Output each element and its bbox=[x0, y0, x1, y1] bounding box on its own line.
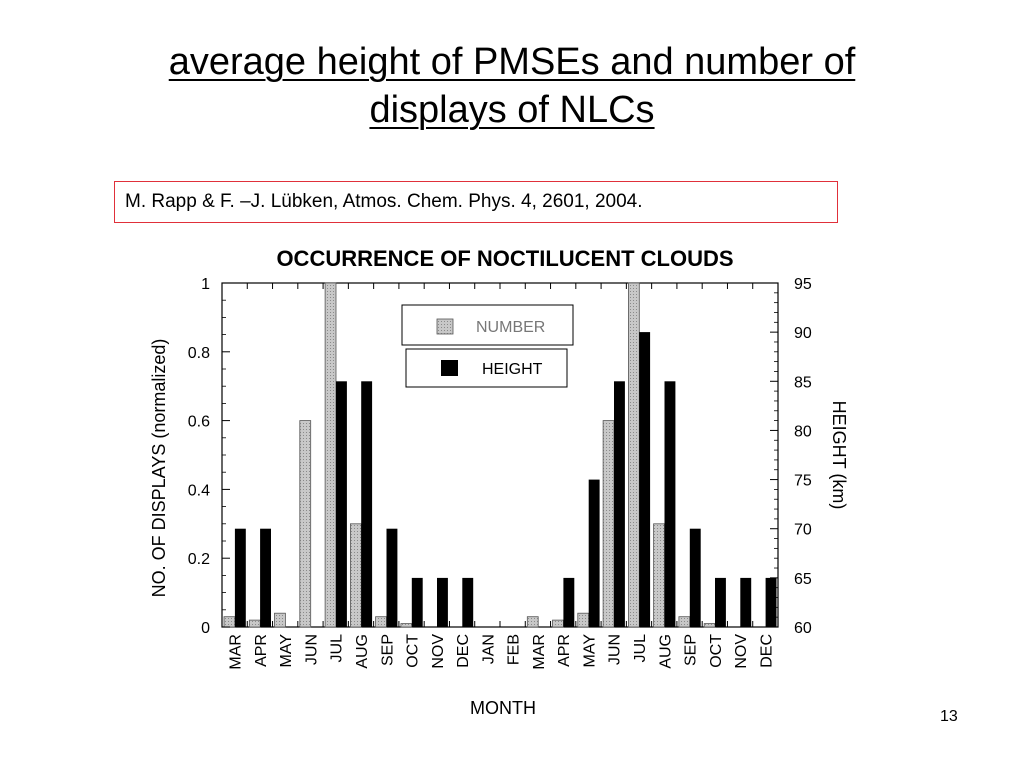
y2-tick-label-3: 75 bbox=[794, 473, 812, 490]
bar-number-14 bbox=[577, 612, 590, 628]
bar-number-1 bbox=[248, 619, 261, 628]
y-tick-label-5: 1 bbox=[201, 276, 210, 293]
bar-height-18 bbox=[689, 528, 701, 627]
bar-number-18 bbox=[678, 616, 691, 628]
legend-number-swatch bbox=[436, 318, 454, 335]
y2-tick-label-5: 85 bbox=[794, 374, 812, 391]
bar-number-13 bbox=[552, 619, 564, 628]
y2-tick-label-2: 70 bbox=[794, 522, 812, 539]
legend-number-box bbox=[401, 304, 574, 346]
bar-height-19 bbox=[715, 577, 726, 627]
y2-tick-label-1: 65 bbox=[794, 571, 812, 588]
slide-number: 13 bbox=[940, 708, 958, 725]
x-tick-label-10: JAN bbox=[480, 634, 497, 664]
bar-height-9 bbox=[462, 577, 474, 627]
y2-tick-label-7: 95 bbox=[794, 276, 812, 293]
x-tick-label-21: DEC bbox=[758, 634, 775, 668]
x-tick-label-0: MAR bbox=[228, 634, 245, 670]
bar-number-3 bbox=[299, 420, 312, 628]
x-tick-label-17: AUG bbox=[657, 634, 674, 669]
bar-height-8 bbox=[437, 577, 448, 627]
bar-number-12 bbox=[526, 616, 539, 628]
y-tick-label-3: 0.6 bbox=[188, 414, 210, 431]
bar-height-17 bbox=[664, 381, 676, 627]
y2-tick-label-4: 80 bbox=[794, 423, 812, 440]
x-tick-label-14: MAY bbox=[582, 634, 599, 668]
y-tick-label-1: 0.2 bbox=[188, 551, 210, 568]
x-tick-label-11: FEB bbox=[506, 634, 523, 665]
bar-number-7 bbox=[400, 623, 413, 628]
x-tick-label-2: MAY bbox=[278, 634, 295, 668]
x-tick-label-20: NOV bbox=[733, 634, 750, 669]
bar-number-0 bbox=[223, 616, 236, 628]
x-tick-label-8: NOV bbox=[430, 634, 447, 669]
y2-axis-label: HEIGHT (km) bbox=[829, 401, 849, 510]
y-tick-label-0: 0 bbox=[201, 620, 210, 637]
bar-number-5 bbox=[349, 523, 362, 628]
y2-tick-label-0: 60 bbox=[794, 620, 812, 637]
x-tick-label-1: APR bbox=[253, 634, 270, 667]
slide-title-line2: displays of NLCs bbox=[369, 89, 655, 131]
legend-number-label: NUMBER bbox=[476, 319, 545, 336]
bar-number-6 bbox=[375, 616, 387, 628]
x-tick-label-3: JUN bbox=[304, 634, 321, 665]
x-tick-label-7: OCT bbox=[405, 634, 422, 668]
y2-tick-label-6: 90 bbox=[794, 325, 812, 342]
slide-title-line1: average height of PMSEs and number of bbox=[168, 41, 856, 83]
bar-height-14 bbox=[588, 479, 600, 627]
legend-height-label: HEIGHT bbox=[482, 361, 543, 378]
x-tick-label-15: JUN bbox=[607, 634, 624, 665]
x-tick-label-6: SEP bbox=[379, 634, 396, 666]
bar-number-16 bbox=[628, 282, 640, 628]
x-tick-label-12: MAR bbox=[531, 634, 548, 670]
bar-height-13 bbox=[563, 577, 575, 627]
y-axis-label: NO. OF DISPLAYS (normalized) bbox=[149, 339, 169, 598]
bar-number-2 bbox=[274, 612, 286, 628]
x-tick-label-13: APR bbox=[556, 634, 573, 667]
x-tick-label-16: JUL bbox=[632, 634, 649, 663]
legend-height-box bbox=[405, 348, 568, 388]
y-tick-label-2: 0.4 bbox=[188, 482, 210, 499]
bar-height-20 bbox=[740, 577, 752, 627]
bar-number-19 bbox=[703, 623, 716, 628]
x-tick-label-5: AUG bbox=[354, 634, 371, 669]
bar-height-21 bbox=[765, 577, 777, 627]
bar-number-15 bbox=[602, 420, 615, 628]
bar-height-15 bbox=[614, 381, 625, 627]
legend: NUMBER HEIGHT bbox=[401, 304, 574, 388]
slide-title: average height of PMSEs and number of di… bbox=[0, 38, 1024, 134]
x-tick-label-19: OCT bbox=[708, 634, 725, 668]
bar-number-17 bbox=[653, 523, 665, 628]
y-tick-label-4: 0.8 bbox=[188, 345, 210, 362]
bar-height-0 bbox=[234, 528, 246, 627]
x-axis-label: MONTH bbox=[470, 698, 536, 718]
legend-height-swatch bbox=[441, 360, 458, 376]
x-tick-label-4: JUL bbox=[329, 634, 346, 663]
bar-number-4 bbox=[324, 282, 337, 628]
x-tick-label-9: DEC bbox=[455, 634, 472, 668]
x-tick-label-18: SEP bbox=[683, 634, 700, 666]
citation-box: M. Rapp & F. –J. Lübken, Atmos. Chem. Ph… bbox=[114, 181, 838, 223]
bar-height-5 bbox=[361, 381, 373, 627]
bar-height-7 bbox=[411, 577, 423, 627]
chart-title: OCCURRENCE OF NOCTILUCENT CLOUDS bbox=[276, 246, 733, 271]
bar-height-4 bbox=[336, 381, 347, 627]
bar-height-1 bbox=[260, 528, 271, 627]
bar-height-6 bbox=[386, 528, 398, 627]
bar-height-16 bbox=[639, 332, 651, 627]
